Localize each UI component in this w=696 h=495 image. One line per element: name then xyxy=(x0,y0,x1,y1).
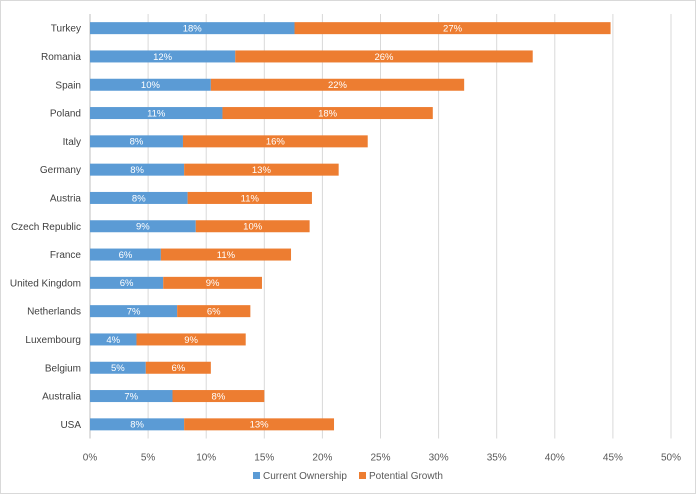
bar-potential-growth-united-kingdom xyxy=(163,276,262,289)
bar-current-ownership-belgium xyxy=(90,361,146,374)
data-label-potential-growth-france: 11% xyxy=(217,250,236,261)
category-label-romania: Romania xyxy=(41,52,81,63)
data-label-potential-growth-romania: 26% xyxy=(374,52,394,63)
category-label-france: France xyxy=(50,250,82,261)
data-label-current-ownership-italy: 8% xyxy=(130,137,144,148)
data-label-current-ownership-spain: 10% xyxy=(141,80,161,91)
data-label-current-ownership-czech-republic: 9% xyxy=(136,222,150,233)
bar-potential-growth-italy xyxy=(182,135,368,148)
category-label-australia: Australia xyxy=(42,392,81,403)
data-label-potential-growth-united-kingdom: 9% xyxy=(206,278,220,289)
x-axis-ticks: 0% 5% 10% 15% 20% 25% 30% 35% 40% 45% 50% xyxy=(83,453,681,464)
bar-potential-growth-luxembourg xyxy=(136,333,246,346)
x-tick-label: 0% xyxy=(83,453,98,464)
data-label-potential-growth-belgium: 6% xyxy=(171,363,185,374)
data-label-potential-growth-italy: 16% xyxy=(266,137,286,148)
x-tick-label: 45% xyxy=(603,453,623,464)
bar-current-ownership-usa xyxy=(90,418,185,431)
category-label-spain: Spain xyxy=(55,80,81,91)
data-label-current-ownership-netherlands: 7% xyxy=(127,306,141,317)
legend-swatch-current-ownership xyxy=(253,472,260,479)
data-label-potential-growth-poland: 18% xyxy=(318,108,338,119)
data-label-current-ownership-austria: 8% xyxy=(132,193,146,204)
category-label-united-kingdom: United Kingdom xyxy=(10,278,81,289)
category-label-usa: USA xyxy=(60,420,81,431)
bar-current-ownership-netherlands xyxy=(90,305,178,318)
bar-current-ownership-poland xyxy=(90,107,223,120)
bar-potential-growth-france xyxy=(160,248,292,261)
data-label-current-ownership-belgium: 5% xyxy=(111,363,125,374)
data-label-potential-growth-usa: 13% xyxy=(250,420,270,431)
x-tick-label: 20% xyxy=(312,453,332,464)
data-label-potential-growth-australia: 8% xyxy=(212,391,226,402)
data-label-current-ownership-turkey: 18% xyxy=(183,23,203,34)
x-tick-label: 15% xyxy=(254,453,274,464)
category-label-poland: Poland xyxy=(50,109,81,120)
bar-potential-growth-czech-republic xyxy=(195,220,310,233)
bar-current-ownership-france xyxy=(90,248,161,261)
category-labels: Turkey Romania Spain Poland Italy Germany Aust… xyxy=(10,24,82,431)
x-tick-label: 25% xyxy=(370,453,390,464)
data-label-potential-growth-austria: 11% xyxy=(241,193,260,204)
bar-current-ownership-italy xyxy=(90,135,183,148)
legend-label-current-ownership: Current Ownership xyxy=(263,471,347,482)
bar-potential-growth-netherlands xyxy=(177,305,251,318)
category-label-luxembourg: Luxembourg xyxy=(25,335,81,346)
data-label-current-ownership-germany: 8% xyxy=(130,165,144,176)
category-label-italy: Italy xyxy=(63,137,81,148)
data-label-potential-growth-netherlands: 6% xyxy=(207,306,221,317)
category-label-czech-republic: Czech Republic xyxy=(11,222,81,233)
bar-potential-growth-poland xyxy=(222,107,433,120)
category-label-netherlands: Netherlands xyxy=(27,307,81,318)
bar-potential-growth-germany xyxy=(184,163,339,176)
legend-label-potential-growth: Potential Growth xyxy=(369,471,443,482)
data-label-potential-growth-czech-republic: 10% xyxy=(243,222,263,233)
bar-potential-growth-spain xyxy=(210,78,465,91)
bar-potential-growth-turkey xyxy=(294,22,611,35)
category-label-turkey: Turkey xyxy=(51,24,81,35)
category-label-belgium: Belgium xyxy=(45,363,81,374)
x-tick-label: 30% xyxy=(429,453,449,464)
bar-current-ownership-luxembourg xyxy=(90,333,137,346)
data-label-potential-growth-germany: 13% xyxy=(252,165,272,176)
bar-current-ownership-turkey xyxy=(90,22,295,35)
data-label-potential-growth-luxembourg: 9% xyxy=(184,335,198,346)
bars: 18% 27% 12% 26% 10% 22% 11% 18% 8% 16% 8% 13% 8% 11% 9… xyxy=(90,22,611,431)
data-label-current-ownership-australia: 7% xyxy=(124,391,138,402)
category-label-germany: Germany xyxy=(40,165,81,176)
data-label-current-ownership-poland: 11% xyxy=(147,108,166,119)
bar-current-ownership-germany xyxy=(90,163,185,176)
x-tick-label: 35% xyxy=(487,453,507,464)
data-label-current-ownership-usa: 8% xyxy=(130,420,144,431)
bar-current-ownership-czech-republic xyxy=(90,220,196,233)
bar-current-ownership-united-kingdom xyxy=(90,276,164,289)
legend-swatch-potential-growth xyxy=(359,472,366,479)
bar-current-ownership-austria xyxy=(90,191,188,204)
legend: Current Ownership Potential Growth xyxy=(253,471,443,482)
bar-potential-growth-austria xyxy=(187,191,312,204)
x-tick-label: 50% xyxy=(661,453,681,464)
x-tick-label: 5% xyxy=(141,453,156,464)
data-label-potential-growth-turkey: 27% xyxy=(443,23,463,34)
data-label-potential-growth-spain: 22% xyxy=(328,80,348,91)
bar-potential-growth-romania xyxy=(235,50,533,63)
bar-potential-growth-australia xyxy=(172,390,265,403)
data-label-current-ownership-romania: 12% xyxy=(153,52,173,63)
data-label-current-ownership-france: 6% xyxy=(119,250,133,261)
data-label-current-ownership-luxembourg: 4% xyxy=(106,335,120,346)
data-label-current-ownership-united-kingdom: 6% xyxy=(120,278,134,289)
category-label-austria: Austria xyxy=(50,193,82,204)
bar-current-ownership-australia xyxy=(90,390,173,403)
bar-potential-growth-usa xyxy=(184,418,335,431)
bar-current-ownership-spain xyxy=(90,78,211,91)
x-tick-label: 10% xyxy=(196,453,216,464)
x-tick-label: 40% xyxy=(545,453,565,464)
bar-potential-growth-belgium xyxy=(145,361,211,374)
bar-current-ownership-romania xyxy=(90,50,236,63)
